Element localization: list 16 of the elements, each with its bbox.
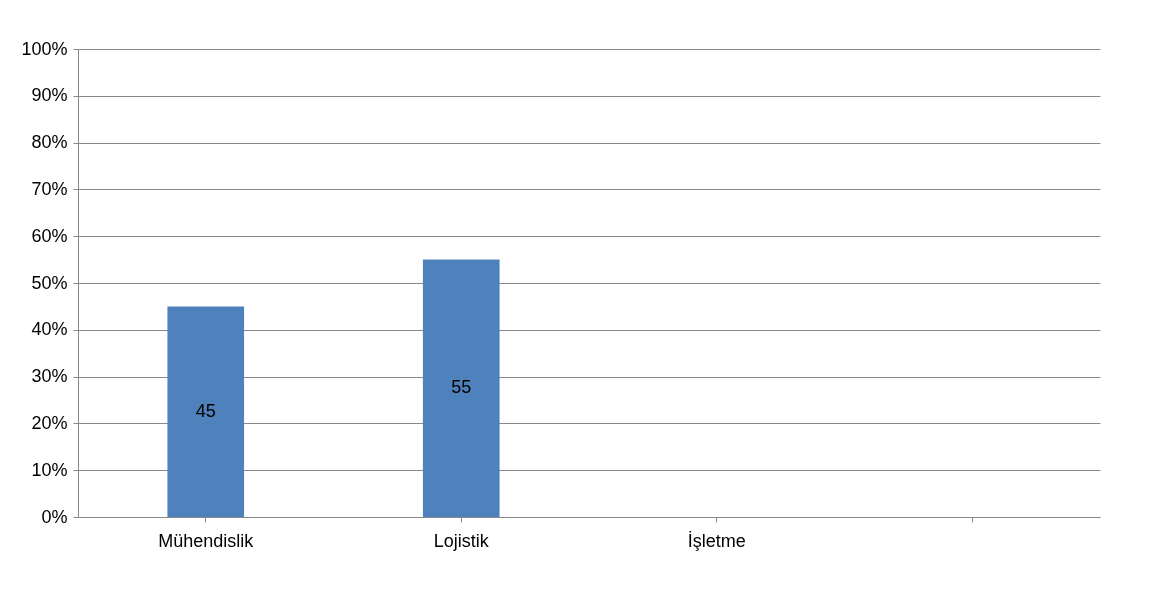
y-tick-label: 10% (31, 459, 68, 480)
y-tick-label: 50% (31, 272, 68, 293)
x-tick-label: Lojistik (433, 530, 490, 551)
x-tick-label: Mühendislik (158, 530, 255, 551)
y-tick-label: 60% (31, 225, 68, 246)
x-tick-label: İşletme (687, 530, 746, 551)
data-label: 55 (451, 377, 472, 398)
y-tick-label: 40% (31, 319, 68, 340)
y-tick-label: 90% (31, 85, 68, 106)
data-label: 45 (195, 400, 216, 421)
y-tick-label: 0% (41, 506, 68, 527)
y-tick-label: 80% (31, 132, 68, 153)
y-tick-label: 30% (31, 366, 68, 387)
y-tick-label: 20% (31, 412, 68, 433)
y-tick-label: 100% (21, 38, 68, 59)
y-tick-label: 70% (31, 178, 68, 199)
